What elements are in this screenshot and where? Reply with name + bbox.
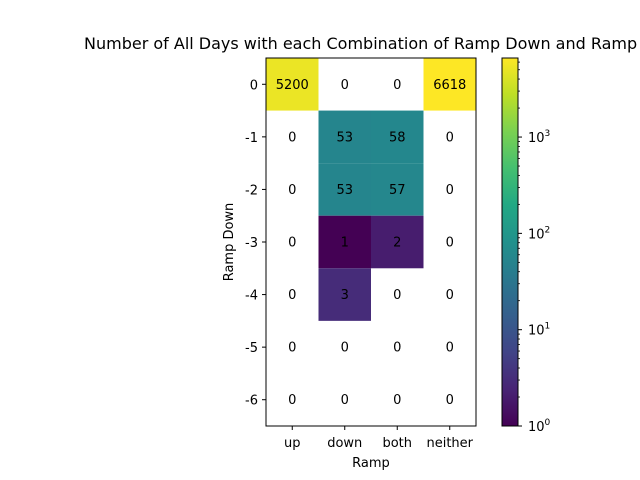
chart-title: Number of All Days with each Combination…	[84, 34, 637, 53]
cell-value-label: 0	[446, 130, 454, 145]
cell-value-label: 3	[341, 288, 349, 303]
cell-value-label: 0	[288, 183, 296, 198]
cell-value-label: 0	[393, 393, 401, 408]
colorbar-ticks: 100 101 102 103	[518, 61, 551, 435]
cell-value-label: 0	[341, 341, 349, 356]
colorbar-tick-label: 102	[528, 225, 550, 242]
heatmap-cell	[423, 58, 476, 111]
cell-value-label: 0	[393, 78, 401, 93]
x-tick-label: down	[327, 436, 362, 451]
cell-value-label: 0	[393, 341, 401, 356]
cell-value-label: 1	[341, 236, 349, 251]
y-tick-label: -6	[245, 394, 258, 409]
heatmap-cell	[318, 215, 371, 269]
colorbar-tick-label: 100	[528, 418, 551, 435]
heatmap-cell	[318, 163, 371, 216]
cell-value-label: 0	[341, 78, 349, 93]
heatmap-cell	[318, 110, 371, 164]
x-axis-ticks: up down both neither	[284, 426, 474, 451]
cell-value-label: 0	[446, 236, 454, 251]
cell-value-label: 0	[288, 130, 296, 145]
cell-value-label: 0	[446, 393, 454, 408]
cell-value-label: 0	[288, 393, 296, 408]
y-tick-label: -4	[245, 289, 258, 304]
y-tick-label: -1	[245, 131, 258, 146]
cell-value-label: 0	[446, 341, 454, 356]
cell-value-label: 53	[336, 130, 353, 145]
heatmap-cell	[266, 58, 319, 111]
heatmap-cell	[371, 215, 424, 269]
y-tick-label: -5	[245, 341, 258, 356]
cell-value-label: 0	[288, 236, 296, 251]
cell-value-label: 0	[288, 288, 296, 303]
y-axis-label: Ramp Down	[222, 203, 237, 282]
colorbar-tick-label: 101	[528, 322, 550, 339]
cell-value-label: 0	[288, 341, 296, 356]
cell-value-label: 0	[393, 288, 401, 303]
cell-value-label: 53	[336, 183, 353, 198]
heatmap-cell	[318, 268, 371, 321]
heatmap-cell	[371, 163, 424, 216]
cell-value-label: 0	[446, 288, 454, 303]
heatmap-cell	[371, 110, 424, 164]
cell-value-label: 0	[446, 183, 454, 198]
x-tick-label: neither	[426, 436, 473, 451]
x-axis-label: Ramp	[352, 456, 390, 471]
y-tick-label: -2	[245, 183, 258, 198]
y-tick-label: 0	[250, 78, 258, 93]
heatmap-cell-labels: 5200 0 0 6618 0 53 58 0 0 53 57 0 0 1 2 0 0 3 0 0 0 0 0 0 0 0 0 0	[276, 78, 467, 408]
colorbar	[501, 57, 519, 427]
cell-value-label: 58	[389, 130, 406, 145]
y-axis-ticks: 0 -1 -2 -3 -4 -5 -6	[245, 78, 266, 409]
cell-value-label: 2	[393, 236, 401, 251]
cell-value-label: 0	[341, 393, 349, 408]
x-tick-label: up	[284, 436, 301, 451]
colorbar-tick-label: 103	[528, 129, 550, 146]
y-tick-label: -3	[245, 236, 258, 251]
cell-value-label: 57	[389, 183, 406, 198]
heatmap-cells	[266, 58, 476, 321]
cell-value-label: 6618	[433, 78, 466, 93]
x-tick-label: both	[382, 436, 412, 451]
cell-value-label: 5200	[276, 78, 309, 93]
